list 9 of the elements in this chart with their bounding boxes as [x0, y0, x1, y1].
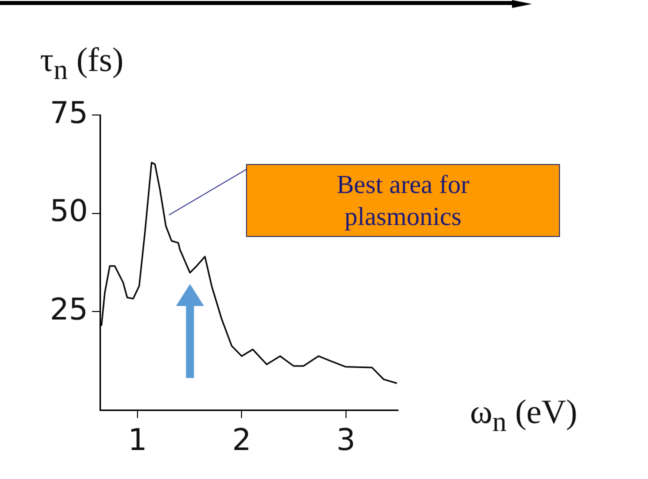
y-tick-label: 50 [50, 194, 88, 230]
x-tick-label: 3 [336, 422, 356, 458]
annotation: Best area for plasmonics [336, 168, 470, 232]
x-tick-label: 1 [128, 422, 148, 458]
x-axis-title: ω$_{n}$ (eV) [470, 394, 578, 439]
x-tick-label: 2 [232, 422, 252, 458]
y-tick-label: 75 [50, 96, 88, 131]
y-axis-title: τ$_{n}$ (fs) [40, 42, 124, 87]
y-tick-label: 25 [50, 292, 88, 328]
